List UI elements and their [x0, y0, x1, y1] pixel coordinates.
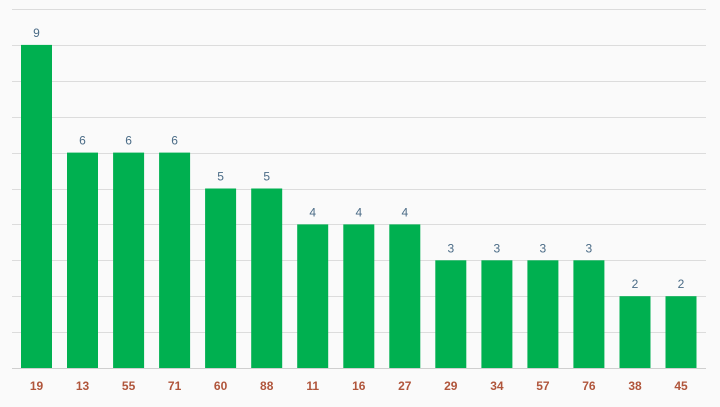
- value-label-19: 9: [33, 26, 40, 40]
- value-labels: 9 6 6 6 5 5 4 4 4 3 3 3 3 2 2: [33, 26, 685, 291]
- bar-55: [113, 152, 145, 368]
- category-label-55: 55: [122, 379, 136, 393]
- bar-13: [67, 152, 98, 368]
- value-label-71: 6: [171, 134, 178, 148]
- category-label-13: 13: [76, 379, 90, 393]
- value-label-60: 5: [217, 170, 224, 184]
- bar-57: [527, 260, 559, 368]
- bar-38: [619, 296, 651, 368]
- value-label-13: 6: [79, 134, 86, 148]
- category-label-29: 29: [444, 379, 458, 393]
- value-label-38: 2: [632, 277, 639, 291]
- category-label-38: 38: [628, 379, 642, 393]
- value-label-55: 6: [125, 134, 132, 148]
- bar-76: [573, 260, 605, 368]
- category-label-19: 19: [30, 379, 44, 393]
- value-label-27: 4: [401, 205, 408, 219]
- bars: [21, 44, 697, 369]
- bar-60: [205, 188, 237, 368]
- value-label-57: 3: [540, 241, 547, 255]
- category-label-11: 11: [306, 379, 319, 393]
- value-label-88: 5: [263, 170, 270, 184]
- bar-45: [665, 296, 697, 368]
- bar-34: [481, 260, 513, 368]
- value-label-34: 3: [494, 241, 501, 255]
- category-label-88: 88: [260, 379, 274, 393]
- bar-16: [343, 224, 375, 368]
- category-label-76: 76: [582, 379, 596, 393]
- category-label-71: 71: [168, 379, 182, 393]
- value-label-16: 4: [355, 205, 362, 219]
- category-label-34: 34: [490, 379, 504, 393]
- bar-71: [159, 152, 191, 368]
- category-label-16: 16: [352, 379, 366, 393]
- value-label-29: 3: [447, 241, 454, 255]
- bar-19: [21, 44, 52, 369]
- category-labels: 19 13 55 71 60 88 11 16 27 29 34 57 76 38 45: [30, 379, 688, 393]
- value-label-45: 2: [678, 277, 685, 291]
- category-label-45: 45: [674, 379, 688, 393]
- bar-29: [435, 260, 467, 368]
- value-label-76: 3: [586, 241, 593, 255]
- value-label-11: 4: [309, 205, 316, 219]
- bar-11: [297, 224, 329, 368]
- bar-88: [251, 188, 283, 368]
- category-label-57: 57: [536, 379, 550, 393]
- category-label-60: 60: [214, 379, 228, 393]
- category-label-27: 27: [398, 379, 412, 393]
- bar-27: [389, 224, 421, 368]
